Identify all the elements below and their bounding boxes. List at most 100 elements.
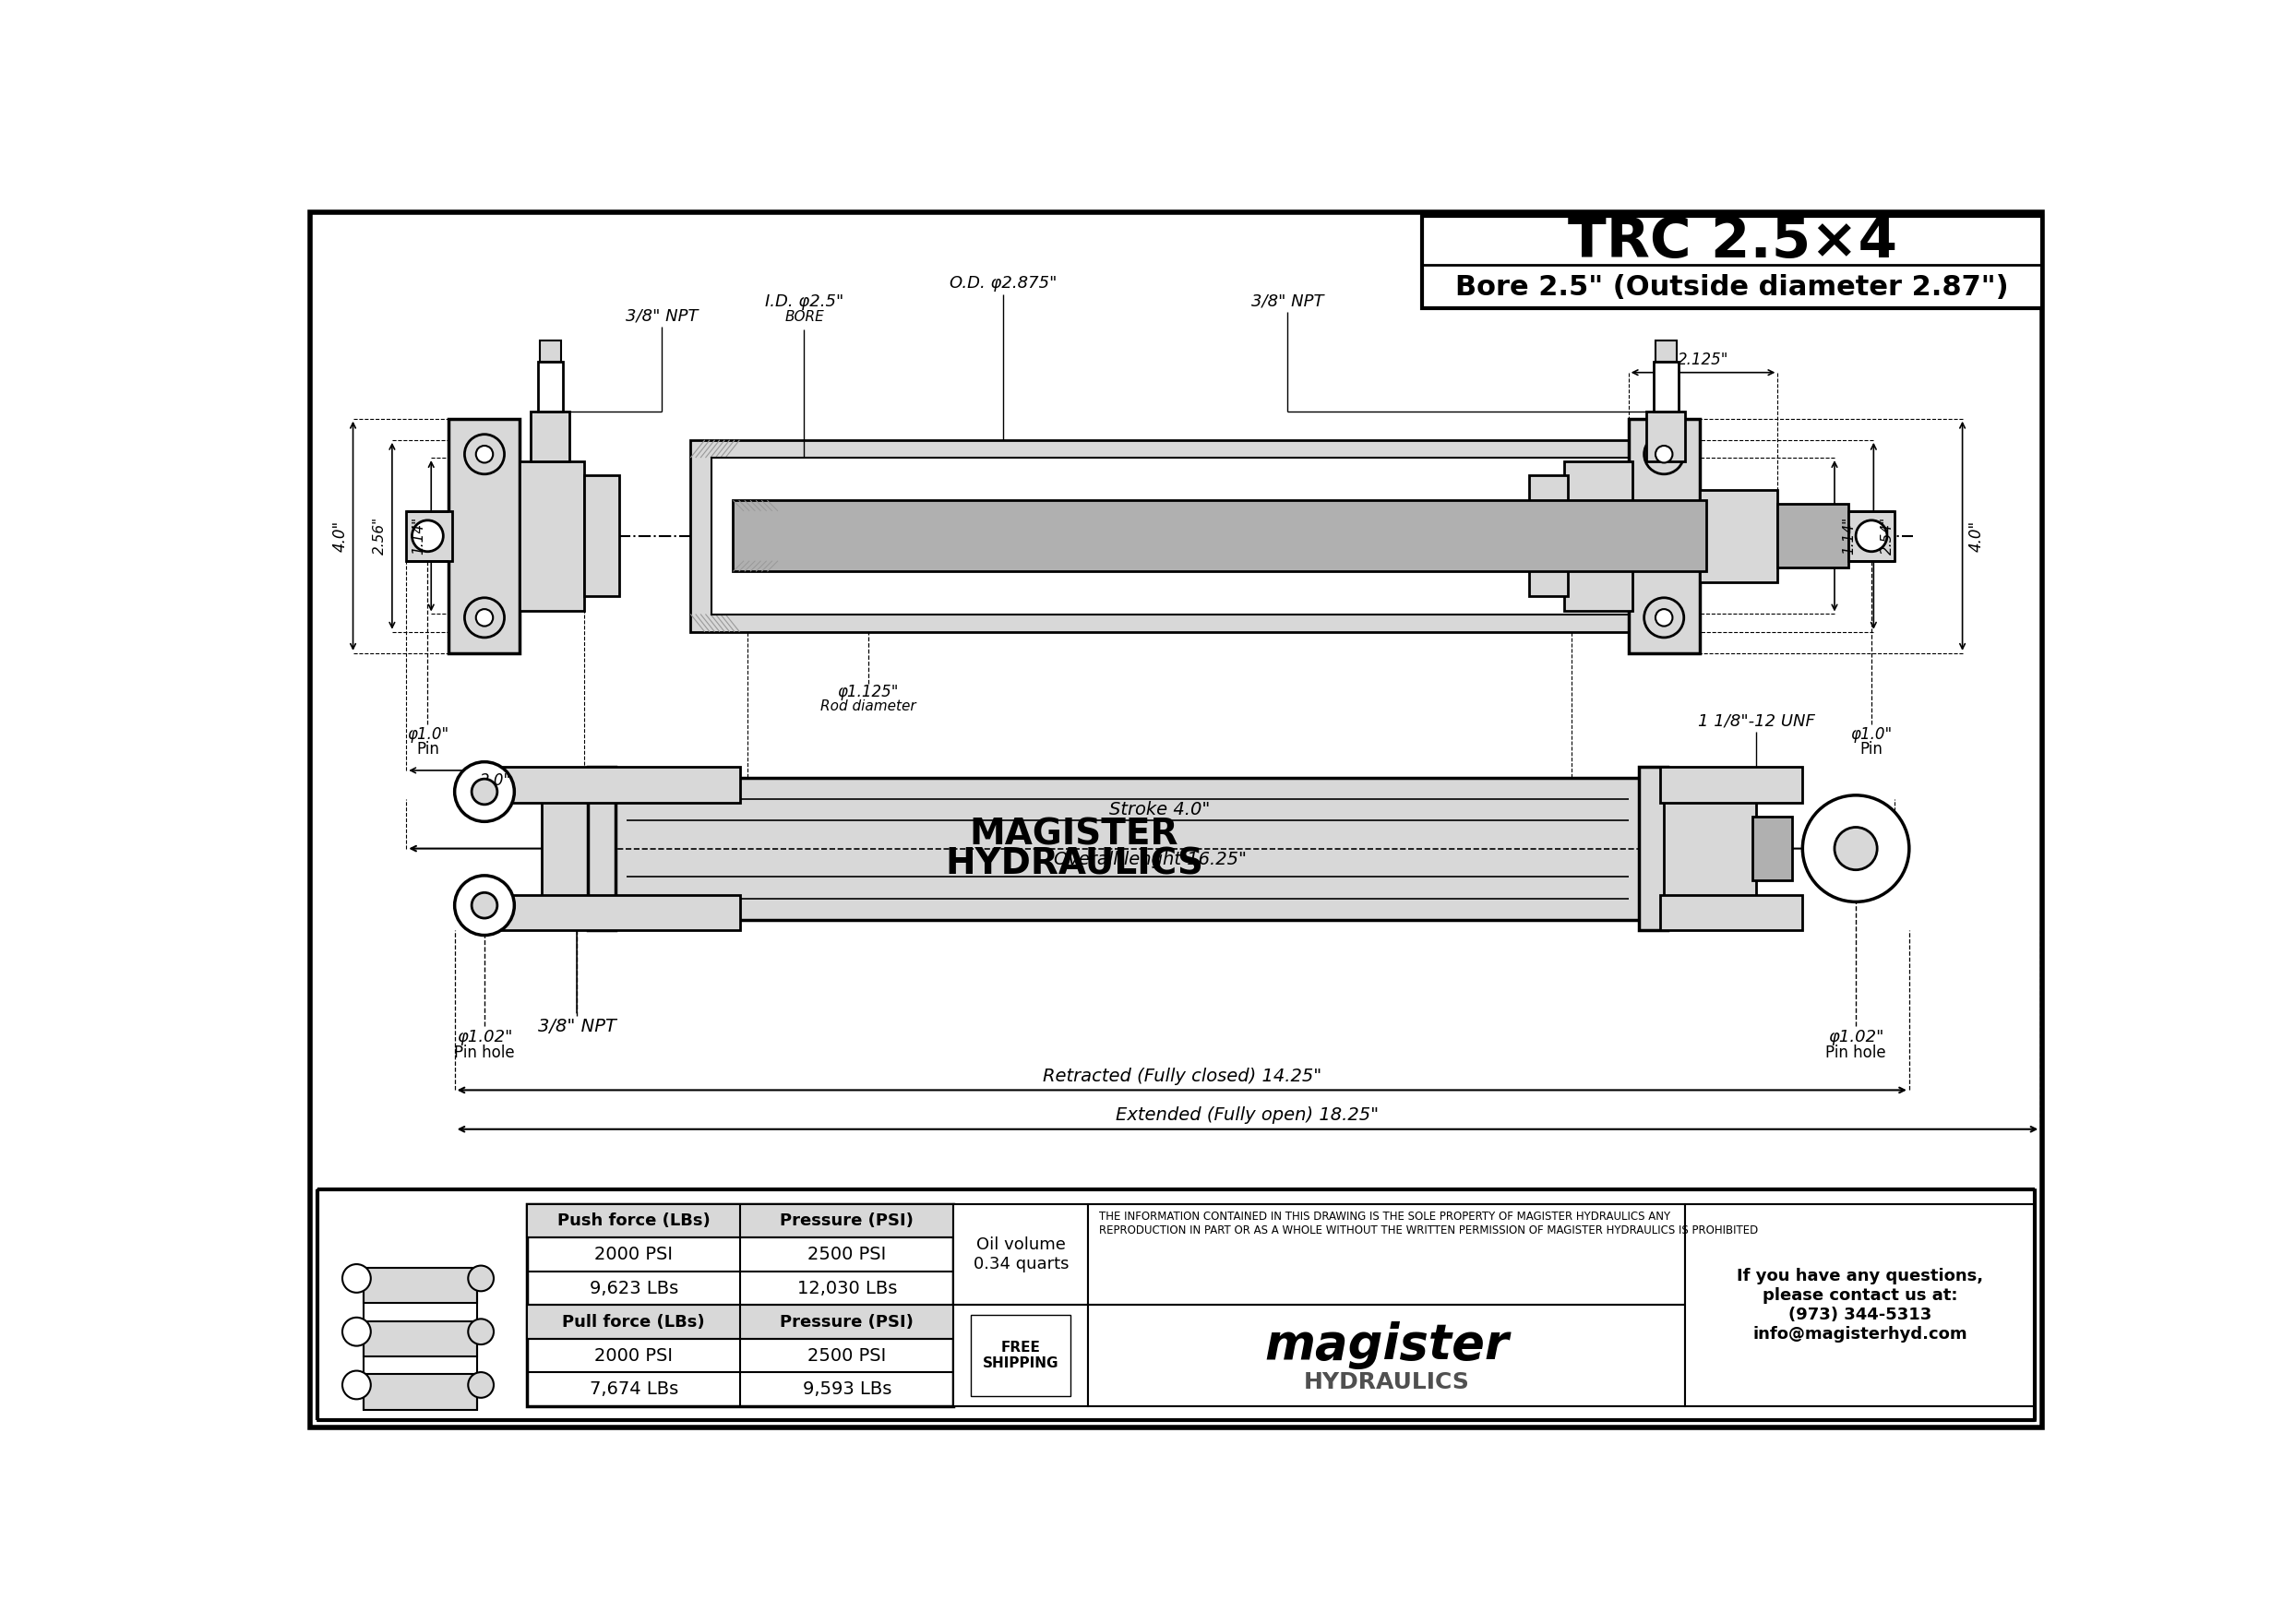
Text: 4.0": 4.0" (1969, 520, 1985, 552)
Circle shape (342, 1317, 372, 1346)
Text: 2000 PSI: 2000 PSI (594, 1346, 672, 1364)
Bar (1659, 767, 1802, 802)
Bar (1629, 419, 1701, 653)
Text: Pressure (PSI): Pressure (PSI) (780, 1314, 913, 1330)
Text: Pin: Pin (415, 741, 438, 757)
Text: HYDRAULICS: HYDRAULICS (1304, 1372, 1469, 1393)
Text: 4.0": 4.0" (333, 520, 349, 552)
Circle shape (464, 434, 505, 474)
Text: 2.54": 2.54" (1882, 516, 1896, 555)
Circle shape (342, 1371, 372, 1400)
Text: Pin hole: Pin hole (454, 1044, 514, 1060)
Circle shape (1834, 827, 1877, 870)
Text: Retracted (Fully closed) 14.25": Retracted (Fully closed) 14.25" (1042, 1067, 1322, 1085)
Bar (363, 1268, 477, 1304)
Bar (363, 1320, 477, 1356)
Text: φ1.0": φ1.0" (406, 726, 448, 744)
Text: φ1.0": φ1.0" (1850, 726, 1893, 744)
Bar (1565, 461, 1632, 611)
Bar (328, 1212, 528, 1400)
Bar (537, 362, 562, 411)
Circle shape (468, 1372, 493, 1398)
Text: Bore 2.5" (Outside diameter 2.87"): Bore 2.5" (Outside diameter 2.87") (1455, 274, 2008, 300)
Circle shape (1857, 520, 1886, 552)
Circle shape (454, 762, 514, 822)
Bar (530, 411, 569, 461)
Text: 3/8" NPT: 3/8" NPT (627, 307, 698, 323)
Text: Rod diameter: Rod diameter (819, 700, 916, 713)
Text: Pull force (LBs): Pull force (LBs) (562, 1314, 705, 1330)
Text: 7,674 LBs: 7,674 LBs (590, 1380, 677, 1398)
Bar (1423, 216, 2043, 309)
Circle shape (454, 875, 514, 935)
Text: I.D. φ2.5": I.D. φ2.5" (764, 294, 845, 310)
Circle shape (464, 598, 505, 638)
Circle shape (1802, 796, 1909, 901)
Text: O.D. φ2.875": O.D. φ2.875" (950, 276, 1058, 292)
Bar (1850, 512, 1896, 560)
Bar (1659, 895, 1802, 931)
Text: 3/8" NPT: 3/8" NPT (1251, 294, 1324, 310)
Bar (1639, 767, 1668, 931)
Text: φ1.02": φ1.02" (1829, 1028, 1884, 1046)
Text: 2500 PSI: 2500 PSI (808, 1346, 886, 1364)
Bar (1779, 503, 1850, 568)
Circle shape (1643, 598, 1685, 638)
Bar (1646, 411, 1685, 461)
Bar (1664, 796, 1756, 901)
Text: Overall lenght 16.25": Overall lenght 16.25" (1053, 851, 1246, 867)
Bar (528, 1203, 952, 1237)
Text: 2.56": 2.56" (372, 516, 386, 555)
Bar (470, 895, 741, 931)
Circle shape (1655, 445, 1673, 463)
Bar (528, 1306, 952, 1338)
Bar (539, 341, 562, 362)
Bar (317, 1189, 2036, 1421)
Bar (450, 419, 521, 653)
Bar (1088, 1306, 1685, 1406)
Text: BORE: BORE (785, 310, 824, 325)
Bar (613, 778, 1643, 919)
Bar (363, 1374, 477, 1410)
Circle shape (468, 1265, 493, 1291)
Bar (952, 1306, 1088, 1406)
Circle shape (475, 445, 493, 463)
Text: 2.125": 2.125" (1678, 351, 1728, 369)
Bar (1528, 476, 1567, 596)
Bar (691, 440, 1629, 632)
Bar (1701, 490, 1779, 581)
Circle shape (413, 520, 443, 552)
Bar (711, 458, 1629, 614)
Circle shape (475, 609, 493, 627)
Bar (583, 476, 620, 596)
Text: If you have any questions,
please contact us at:
(973) 344-5313
info@magisterhyd: If you have any questions, please contac… (1737, 1268, 1983, 1341)
Text: FREE
SHIPPING: FREE SHIPPING (982, 1341, 1058, 1371)
Text: 12,030 LBs: 12,030 LBs (796, 1280, 897, 1298)
Text: 2000 PSI: 2000 PSI (594, 1246, 672, 1263)
Text: φ1.02": φ1.02" (457, 1028, 512, 1046)
Text: magister: magister (1265, 1322, 1510, 1369)
Circle shape (1643, 434, 1685, 474)
Text: TRC 2.5×4: TRC 2.5×4 (1567, 214, 1898, 270)
Bar (1753, 817, 1792, 880)
Circle shape (342, 1263, 372, 1293)
Circle shape (468, 1319, 493, 1345)
Text: 3/8" NPT: 3/8" NPT (537, 1017, 615, 1034)
Text: 1.14": 1.14" (411, 516, 425, 555)
Bar (588, 767, 615, 931)
Text: THE INFORMATION CONTAINED IN THIS DRAWING IS THE SOLE PROPERTY OF MAGISTER HYDRA: THE INFORMATION CONTAINED IN THIS DRAWIN… (1099, 1212, 1758, 1237)
Circle shape (1655, 609, 1673, 627)
Text: Pressure (PSI): Pressure (PSI) (780, 1213, 913, 1229)
Text: MAGISTER: MAGISTER (971, 817, 1180, 853)
Text: φ1.125": φ1.125" (838, 684, 900, 700)
Bar (406, 512, 452, 560)
Circle shape (473, 780, 498, 804)
Bar (542, 796, 615, 901)
Bar (521, 461, 583, 611)
Bar (1652, 362, 1678, 411)
Text: Oil volume
0.34 quarts: Oil volume 0.34 quarts (973, 1236, 1069, 1272)
Text: 9,593 LBs: 9,593 LBs (803, 1380, 890, 1398)
Bar (470, 767, 741, 802)
Bar (971, 1315, 1072, 1397)
Circle shape (473, 893, 498, 918)
